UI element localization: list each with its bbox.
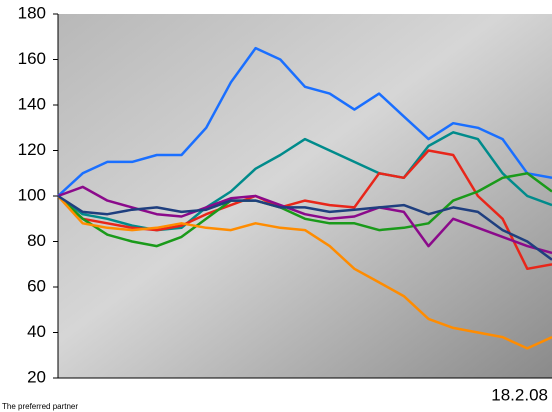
- y-tick-label: 60: [27, 276, 46, 295]
- series-line: [57, 194, 552, 261]
- plot-background: [58, 14, 552, 378]
- y-tick-label: 140: [18, 94, 46, 113]
- y-tick-label: 80: [27, 231, 46, 250]
- y-tick-label: 100: [18, 185, 46, 204]
- y-tick-label: 160: [18, 49, 46, 68]
- footer: The preferred partner: [2, 402, 78, 411]
- date-label: 18.2.08: [491, 385, 548, 404]
- series-line: [57, 195, 552, 350]
- y-tick-label: 120: [18, 140, 46, 159]
- y-tick-label: 20: [27, 367, 46, 386]
- y-tick-label: 40: [27, 322, 46, 341]
- series-line: [57, 172, 552, 248]
- series-line: [57, 131, 552, 232]
- y-tick-label: 180: [18, 3, 46, 22]
- series-line: [57, 46, 552, 197]
